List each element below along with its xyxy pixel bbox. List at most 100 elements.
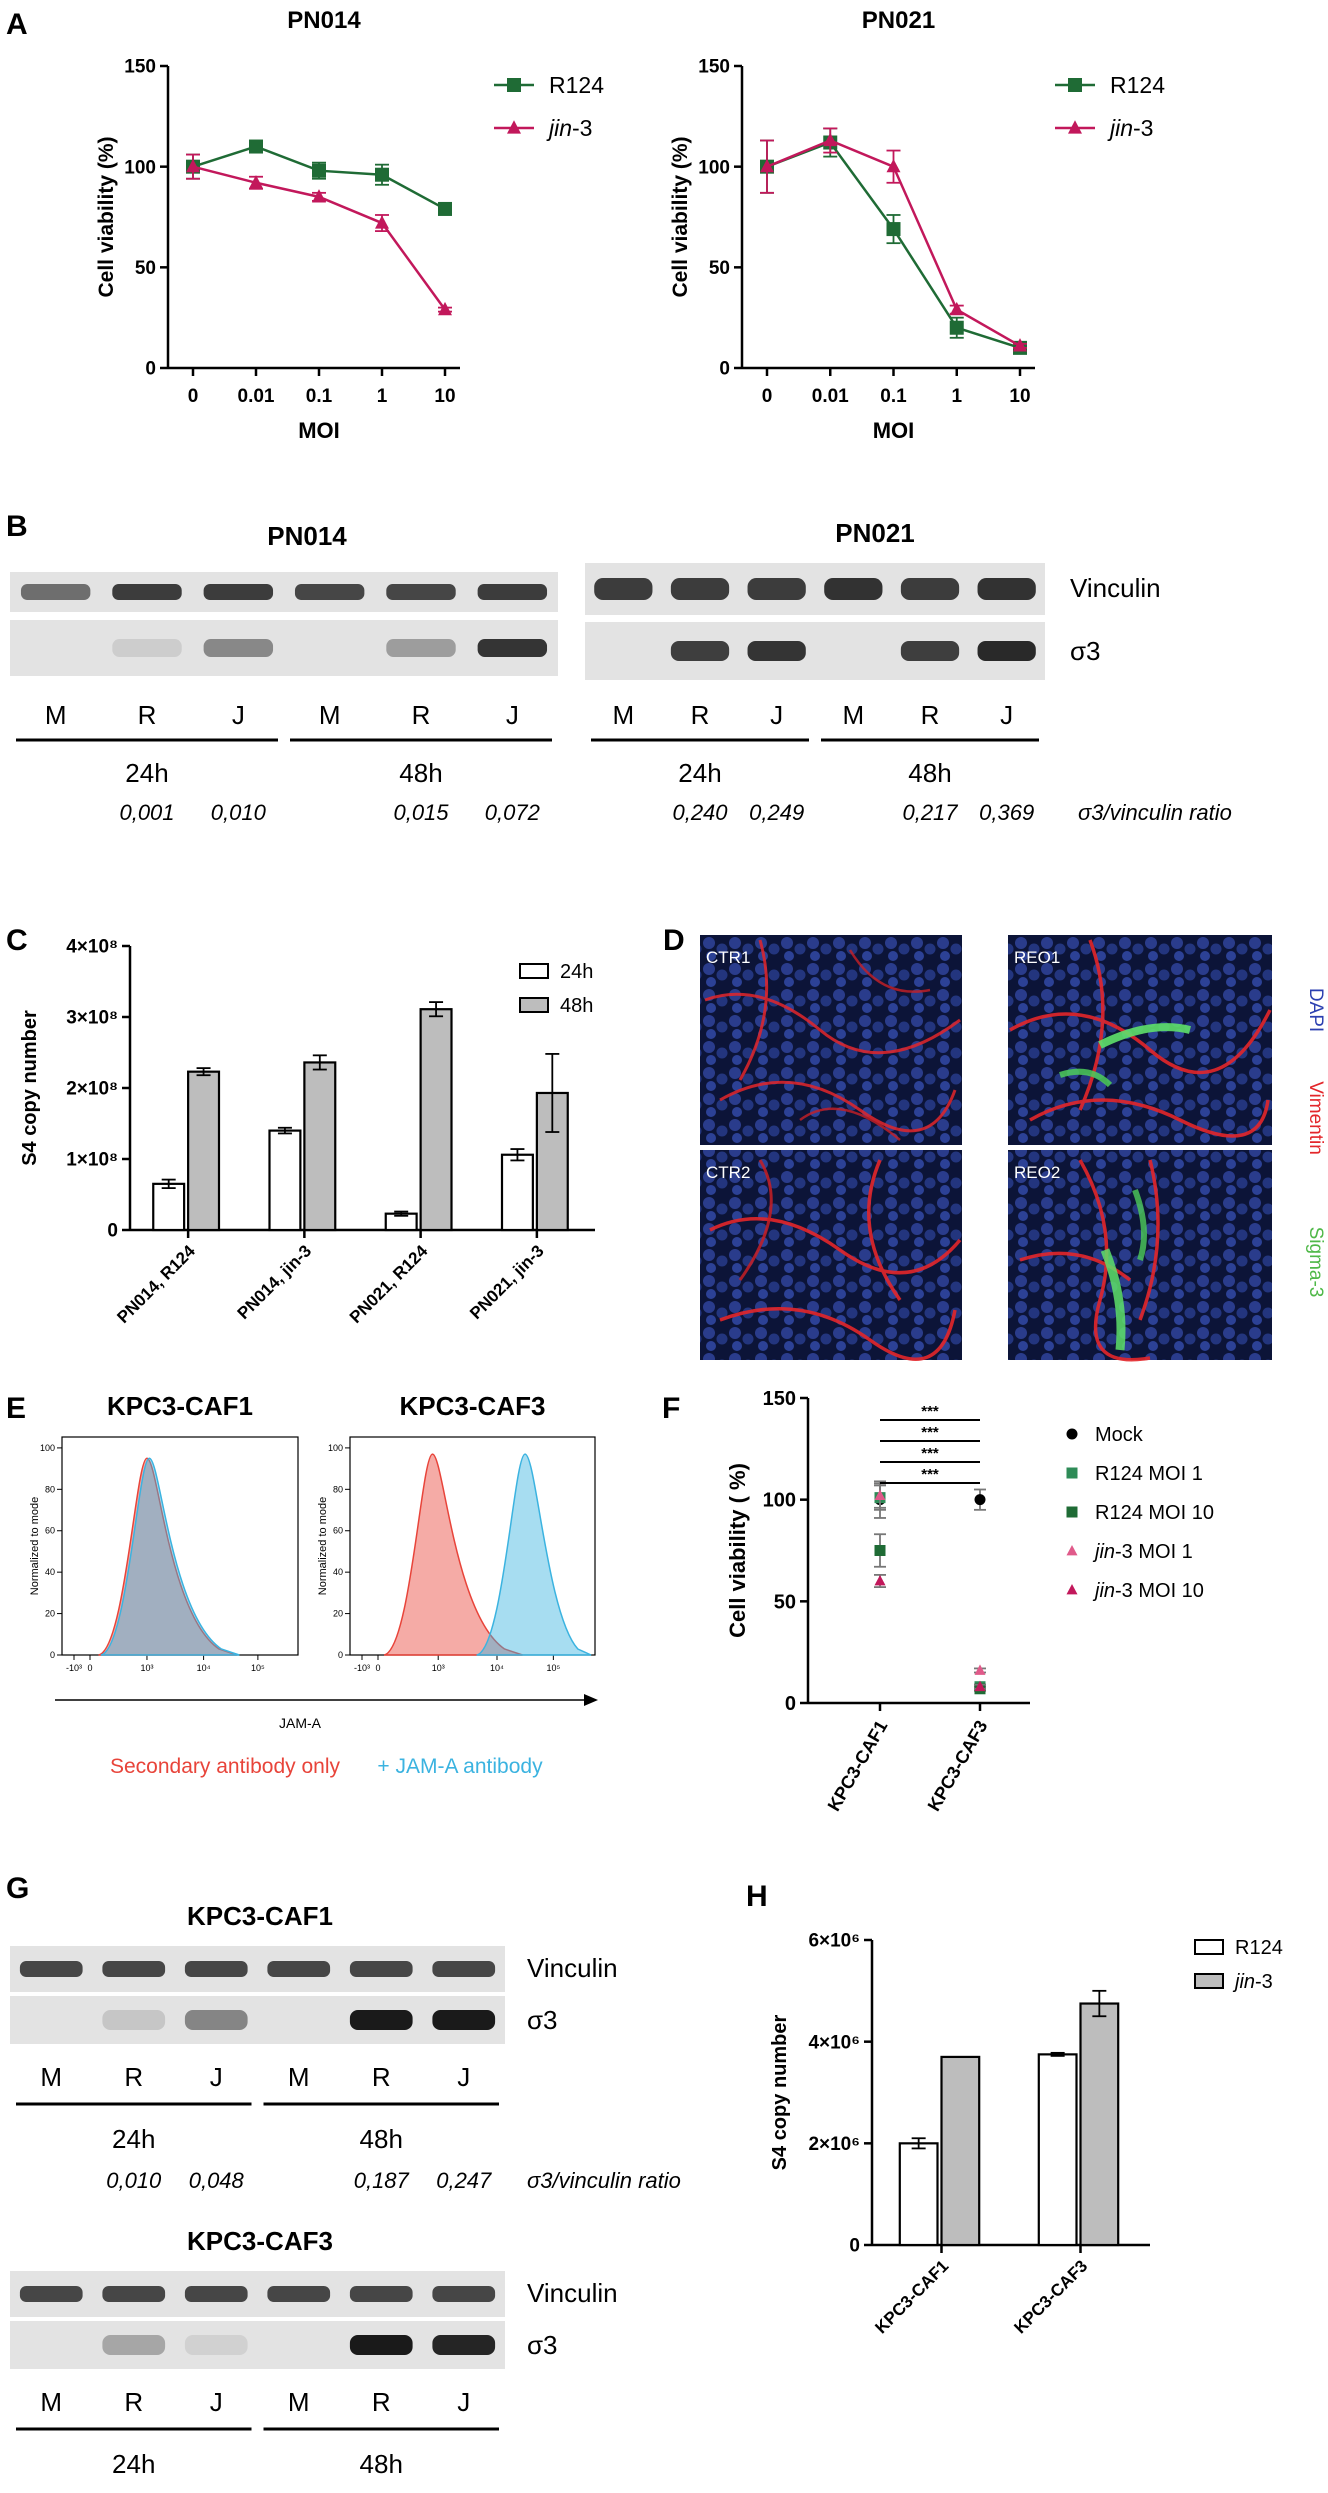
blot-b-pn021-lane-label: J [1000, 700, 1013, 730]
chart-f-significance-label: *** [921, 1445, 939, 1462]
chartH-legend-swatch [1194, 1939, 1224, 1955]
blot-b-pn021-sigma3-band [670, 641, 730, 661]
chartC-x-tick-label: PN014, R124 [113, 1241, 199, 1327]
blotG1-lane-label: R [372, 2062, 391, 2092]
chartA1-legend-label: R124 [549, 72, 604, 98]
blot-b-pn021-lane-label: J [770, 700, 783, 730]
chartH-bar [1037, 2053, 1078, 2247]
blot-b: M R J M R J 24h 48h M R J M R J 24h 48h Vinculin σ3 0,001 0… [10, 563, 1232, 825]
chart-f-legend-label: Mock [1095, 1424, 1144, 1446]
chartA2-legend-label: jin-3 [1107, 115, 1153, 141]
chartA2-y-tick-label: 0 [719, 359, 730, 380]
chartA1-point [438, 301, 452, 316]
blotG1-timepoint-label: 24h [112, 2124, 155, 2154]
blot-g2-title: KPC3-CAF3 [187, 2226, 333, 2256]
chartC-bar [419, 1008, 453, 1232]
chartA2-point [949, 301, 964, 316]
chartH-y-tick-label: 2×10⁶ [808, 2134, 860, 2155]
blot-g2: MRJMRJ24h48hVinculinσ30,0060,0010,1590,1… [10, 2271, 618, 2479]
blot-b-pn021-timepoint-label: 24h [678, 758, 721, 788]
chartE2-y-tick-label: 40 [333, 1567, 343, 1577]
chart-f-point [974, 1494, 986, 1506]
blot-b-pn021-lane-label: M [842, 700, 864, 730]
chartC-bar [152, 1182, 186, 1232]
chart-f: 0 50 100 150 KPC3-CAF1 KPC3-CAF3 Cell viabilit… [725, 1388, 1214, 1814]
chartE1-x-tick-label: -10³ [66, 1663, 82, 1673]
chartH-legend-swatch [1194, 1973, 1224, 1989]
chartE1-y-tick-label: 0 [50, 1650, 55, 1660]
chart-f-point [874, 1489, 886, 1500]
chartA1-point [249, 175, 263, 189]
blot-b-ratio-pn014: 0,015 [393, 800, 449, 825]
chartC-bar [268, 1129, 302, 1232]
blot-b-pn021-lane-label: R [691, 700, 710, 730]
chartH-bar [898, 2142, 939, 2247]
chartA2-legend-label: R124 [1110, 72, 1165, 98]
blotG1-sigma3-band [102, 2010, 166, 2030]
chart-f-legend-label: jin-3 MOI 1 [1092, 1541, 1193, 1563]
chartC-x-tick-label: PN021, jin-3 [466, 1241, 548, 1323]
blot-b-row-label-sigma3: σ3 [1070, 636, 1101, 666]
blotG2-lane-label: M [40, 2387, 62, 2417]
chartA1-point [438, 201, 452, 216]
blot-b-pn014-vinculin-band [477, 584, 548, 600]
blotG2-vinculin-band [184, 2286, 248, 2302]
blot-b-pn014-sigma3-band [112, 639, 182, 657]
chartE1-y-tick-label: 100 [40, 1443, 55, 1453]
blotG2-lane-label: R [372, 2387, 391, 2417]
chartH-y-tick-label: 4×10⁶ [808, 2032, 860, 2053]
chartE1-y-tick-label: 40 [45, 1567, 55, 1577]
chart-f-legend-marker [1066, 1544, 1078, 1556]
chartH-bar [940, 2055, 981, 2247]
chartH-x-tick-label: KPC3-CAF1 [871, 2256, 952, 2337]
blotG1-timepoint-label: 48h [360, 2124, 403, 2154]
panel-label-b: B [6, 510, 28, 543]
blot-b-ratio-pn021: 0,249 [749, 800, 804, 825]
panel-label-d: D [663, 924, 685, 957]
blotG1-ratio: 0,247 [436, 2168, 492, 2193]
panel-label-a: A [6, 8, 28, 41]
stain-label-dapi: DAPI [1305, 988, 1326, 1032]
blot-b-pn021-vinculin-band [977, 578, 1036, 600]
blot-b-pn021-sigma3-band [900, 641, 960, 661]
chartA2-point [886, 222, 901, 237]
chartA1-point [186, 158, 200, 173]
chart-f-point [974, 1680, 986, 1692]
blotG1-vinculin-band [432, 1961, 496, 1977]
chart-f-y-label: Cell viability ( %) [725, 1463, 750, 1638]
chartA1-title: PN014 [287, 7, 361, 34]
chartH-y-tick-label: 0 [849, 2236, 860, 2257]
blotG2-lane-label: R [124, 2387, 143, 2417]
blotG2-vinculin-membrane [10, 2271, 505, 2317]
blotG2-row-label-sigma3: σ3 [527, 2330, 558, 2360]
chart-f-y-tick-label: 100 [763, 1490, 796, 1512]
chart-e-legend-jam: + JAM-A antibody [377, 1755, 543, 1778]
chartA2-point [1013, 338, 1027, 352]
chartC-bar [303, 1061, 337, 1232]
blotG1-vinculin-band [19, 1961, 83, 1977]
chartA1-y-tick-label: 100 [124, 157, 156, 178]
chartC-legend-label: 48h [560, 995, 593, 1017]
chartA2-x-tick-label: 0.1 [880, 386, 907, 407]
chartA1-x-tick-label: 0 [188, 386, 199, 407]
chartE2-y-tick-label: 100 [328, 1443, 343, 1453]
blot-g1: M R J M R J 24h 48h Vinculin σ3 0,010 0,048 0,187 0,2… [10, 1946, 681, 2193]
blot-b-ratio-label: σ3/vinculin ratio [1078, 800, 1232, 825]
chartA1-point [312, 163, 326, 178]
panel-label-f: F [662, 1392, 680, 1425]
blotG2-lane-label: J [210, 2387, 223, 2417]
chartA1-point [312, 189, 326, 203]
chartA1-legend-marker [507, 78, 521, 92]
chartA2-x-tick-label: 1 [951, 386, 962, 407]
blotG1-lane-label: M [40, 2062, 62, 2092]
chartC-y-tick-label: 2×10⁸ [66, 1079, 118, 1100]
blotG1-sigma3-band [349, 2010, 413, 2030]
blotG1-vinculin-band [267, 1961, 331, 1977]
blotG2-vinculin-band [432, 2286, 496, 2302]
chartA2-x-label: MOI [873, 418, 915, 443]
chartE2-title: KPC3-CAF3 [400, 1391, 546, 1421]
micrograph-label-reo1: REO1 [1014, 948, 1060, 967]
panel-label-h: H [746, 1880, 768, 1913]
chartC-bar [500, 1153, 534, 1232]
chartA2-point [949, 320, 964, 335]
